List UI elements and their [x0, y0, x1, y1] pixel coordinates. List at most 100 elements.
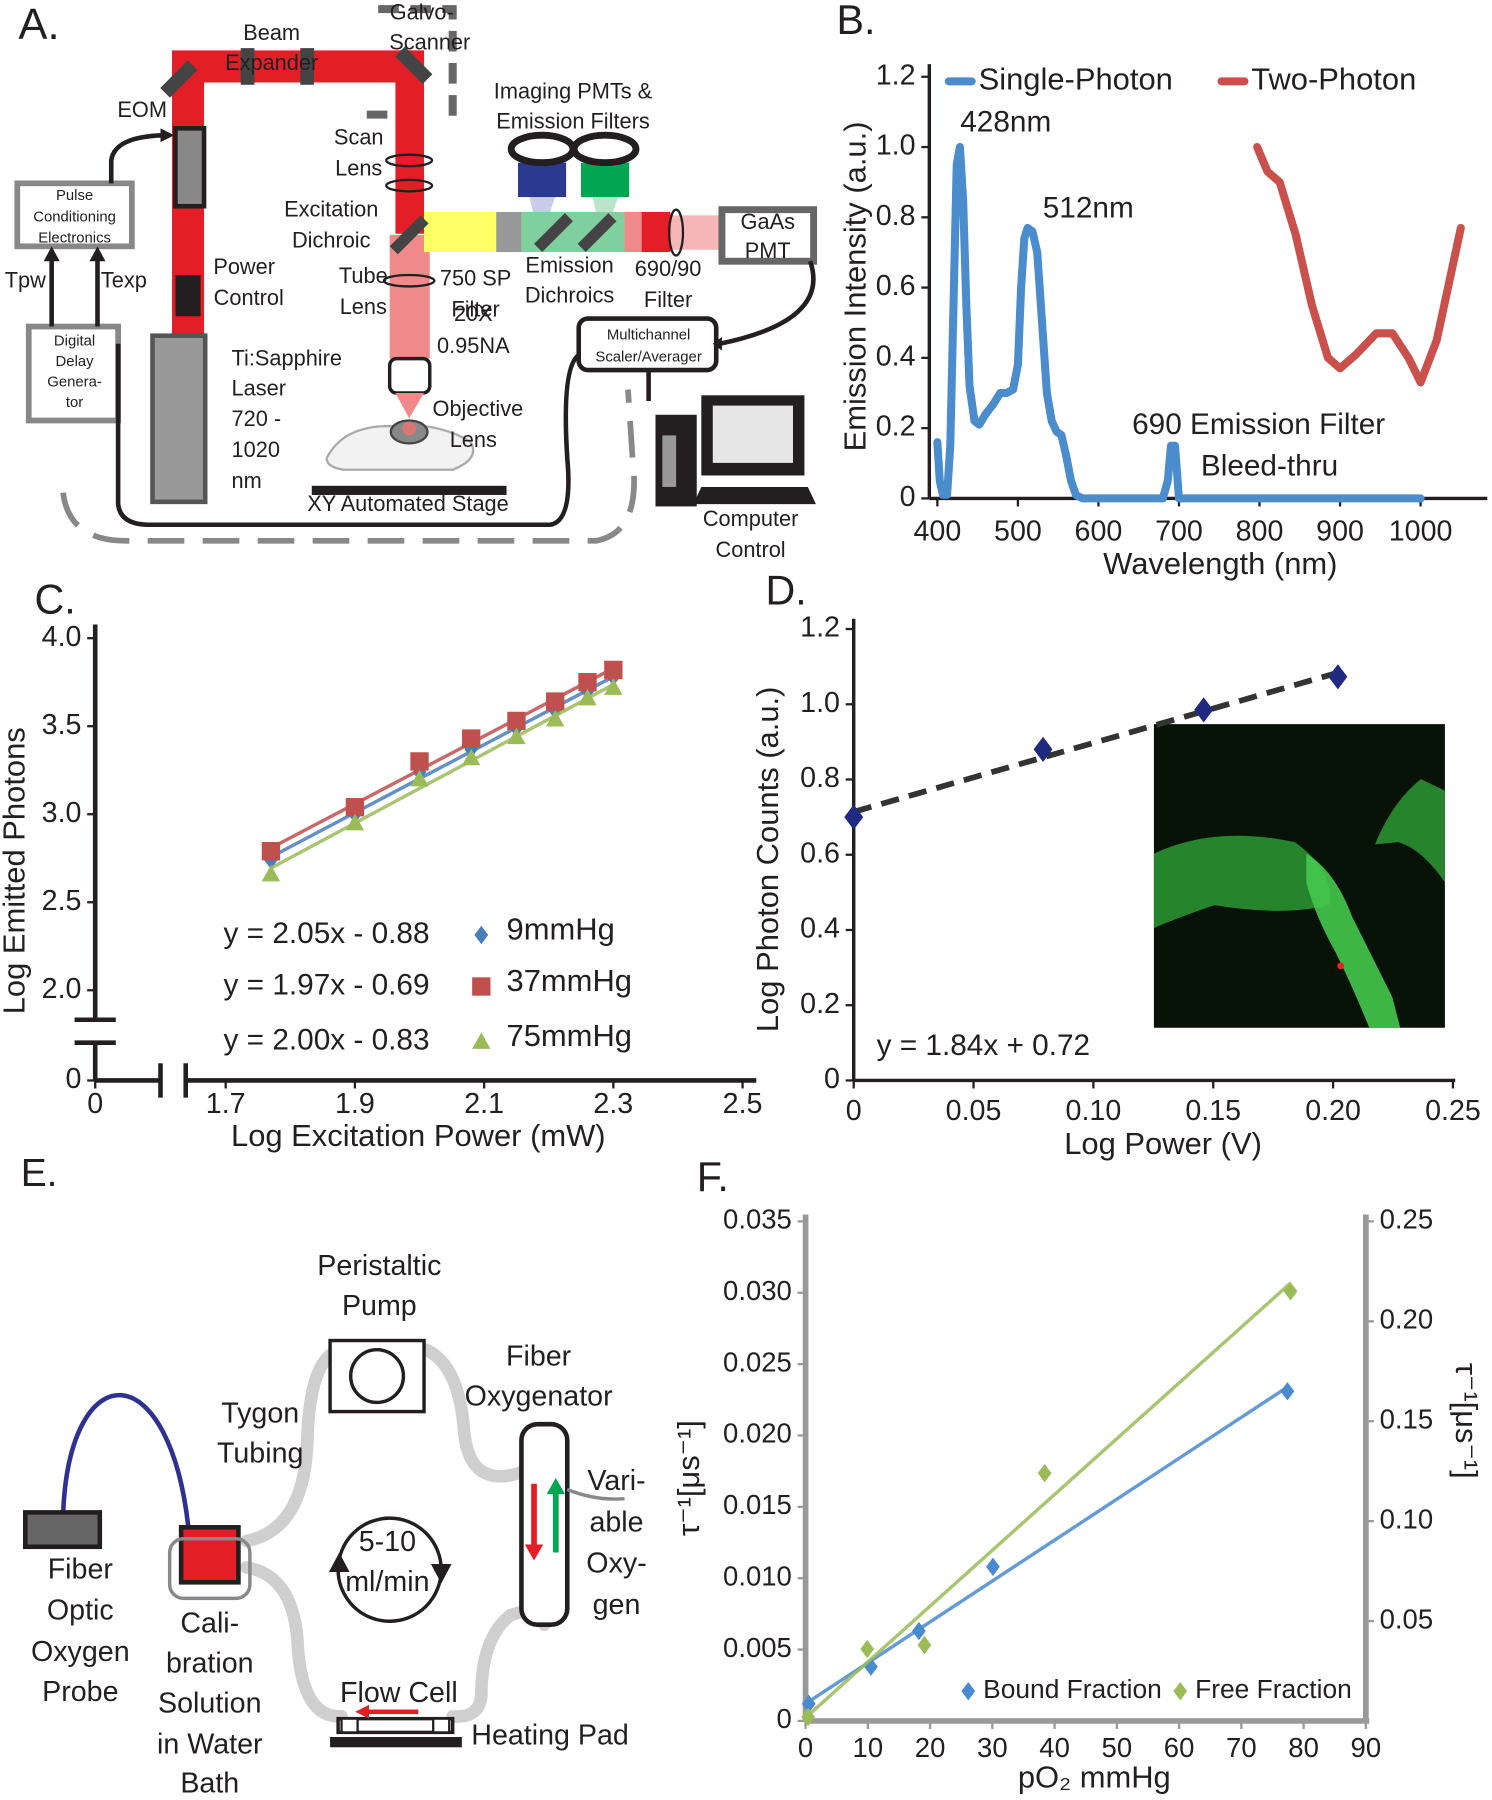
- mirror: [395, 46, 433, 84]
- pulse-box: [14, 180, 135, 250]
- marker: [345, 798, 365, 817]
- legend-label: 9mmHg: [507, 912, 615, 947]
- legend-label: 75mmHg: [507, 1018, 632, 1053]
- diagram-label: PMT: [745, 238, 791, 263]
- diagram-label: Conditioning: [33, 210, 116, 226]
- dichroic: [389, 215, 429, 255]
- diagram-label: Fiber: [48, 1553, 114, 1585]
- marker: [410, 769, 429, 787]
- diagram-label: Dichroics: [525, 283, 615, 308]
- y-tick-label: 3.5: [42, 709, 82, 741]
- diagram-label: Fiber: [506, 1340, 572, 1372]
- y-tick-label: 0: [66, 1063, 82, 1095]
- x-tick-label: 1.7: [206, 1088, 246, 1120]
- y2-tick-label: 0.20: [1380, 1304, 1434, 1335]
- marker: [961, 1681, 976, 1701]
- x-tick-label: 0.15: [1185, 1095, 1241, 1127]
- micrograph: [1153, 724, 1445, 1028]
- diagram-label: Multichannel: [607, 328, 691, 344]
- y-tick-label: 0: [900, 481, 916, 513]
- cell: [1306, 853, 1401, 1028]
- y2-tick-label: 0.25: [1380, 1204, 1434, 1235]
- x-tick-label: 0.20: [1305, 1095, 1361, 1127]
- diagram-label: Scaler/Averager: [595, 349, 701, 365]
- mirror: [160, 60, 198, 98]
- diagram-label: Computer: [703, 506, 799, 531]
- x-tick-label: 0.10: [1066, 1095, 1122, 1127]
- heating-pad: [330, 1736, 462, 1748]
- port: [432, 1717, 451, 1734]
- pmt-box: [718, 206, 818, 265]
- screen: [712, 405, 793, 463]
- annotation: Bleed-thru: [1201, 449, 1338, 482]
- cables: [49, 132, 816, 528]
- y-tick-label: 0.030: [723, 1275, 792, 1306]
- tube: [446, 1605, 551, 1723]
- x-tick-label: 0: [798, 1732, 813, 1763]
- diagram-label: Filter: [644, 287, 692, 312]
- equation: y = 1.97x - 0.69: [224, 968, 430, 1001]
- y-tick-label: 0.4: [800, 913, 840, 945]
- diagram-label: Genera-: [47, 375, 102, 391]
- annotation: 512nm: [1043, 192, 1134, 225]
- y-tick-label: 2.0: [42, 973, 82, 1005]
- beam: [424, 211, 507, 253]
- water-bath: [167, 1537, 252, 1601]
- flow-cell: [336, 1716, 455, 1735]
- marker: [261, 864, 281, 882]
- y-tick-label: 0.010: [723, 1560, 792, 1591]
- keyboard: [693, 486, 816, 505]
- marker: [801, 1694, 816, 1713]
- schematic-e: [23, 1338, 625, 1748]
- x-tick-label: 700: [1155, 515, 1203, 547]
- marker: [546, 692, 565, 711]
- diagram-label: Tubing: [217, 1438, 303, 1470]
- x-tick-label: 500: [994, 515, 1042, 547]
- pump-rotor: [348, 1347, 406, 1405]
- x-axis-label: Wavelength (nm): [1103, 546, 1337, 581]
- cell: [1375, 779, 1445, 883]
- diagram-label: Scanner: [389, 29, 470, 54]
- diagram-label: Lens: [340, 294, 387, 319]
- lens: [240, 48, 255, 85]
- marker-star: [1337, 962, 1345, 970]
- x-tick-label: 1000: [1389, 515, 1453, 547]
- diagram-label: GaAs: [741, 209, 796, 234]
- diagram-label: 1020: [232, 437, 280, 462]
- y2-tick-label: 0.10: [1380, 1503, 1434, 1534]
- y-tick-label: 4.0: [42, 621, 82, 653]
- marker: [1037, 1463, 1052, 1483]
- diagram-label: Beam: [243, 20, 300, 45]
- diagram-label: 750 SP: [440, 265, 511, 290]
- diagram-label: Tube: [339, 263, 388, 288]
- diagram-label: Vari-: [587, 1465, 645, 1497]
- filter-green: [581, 162, 630, 198]
- diagram-label: Expander: [225, 50, 318, 75]
- diagram-label: Emission: [525, 253, 613, 278]
- pmt: [570, 131, 640, 167]
- x-tick-label: 2.5: [723, 1088, 763, 1120]
- x-tick-label: 0.25: [1425, 1095, 1481, 1127]
- marker: [410, 752, 429, 771]
- x-tick-label: 400: [913, 515, 961, 547]
- marker: [604, 678, 623, 695]
- lens: [385, 178, 434, 193]
- x-axis-label: Log Power (V): [1064, 1126, 1262, 1161]
- diagram-label: in Water: [157, 1729, 263, 1761]
- x-tick-label: 800: [1236, 515, 1284, 547]
- legend-label: Bound Fraction: [983, 1674, 1162, 1704]
- y-tick-label: 0.025: [723, 1346, 792, 1377]
- diagram-label: Cali-: [180, 1607, 239, 1639]
- y-tick-label: 0.005: [723, 1632, 792, 1663]
- y-tick-label: 0: [777, 1703, 792, 1734]
- diagram-label: Lens: [450, 427, 497, 452]
- diagram-label: Imaging PMTs &: [494, 79, 653, 104]
- y2-tick-label: 0.05: [1380, 1603, 1434, 1634]
- galvo-outline: [366, 5, 457, 127]
- diagram-label: Power: [213, 254, 275, 279]
- oxygen-line: [566, 1487, 625, 1501]
- diagram-label: Tpw: [5, 268, 46, 293]
- schematic-a: [14, 5, 818, 544]
- dichroic: [577, 213, 617, 253]
- laser: [150, 333, 208, 505]
